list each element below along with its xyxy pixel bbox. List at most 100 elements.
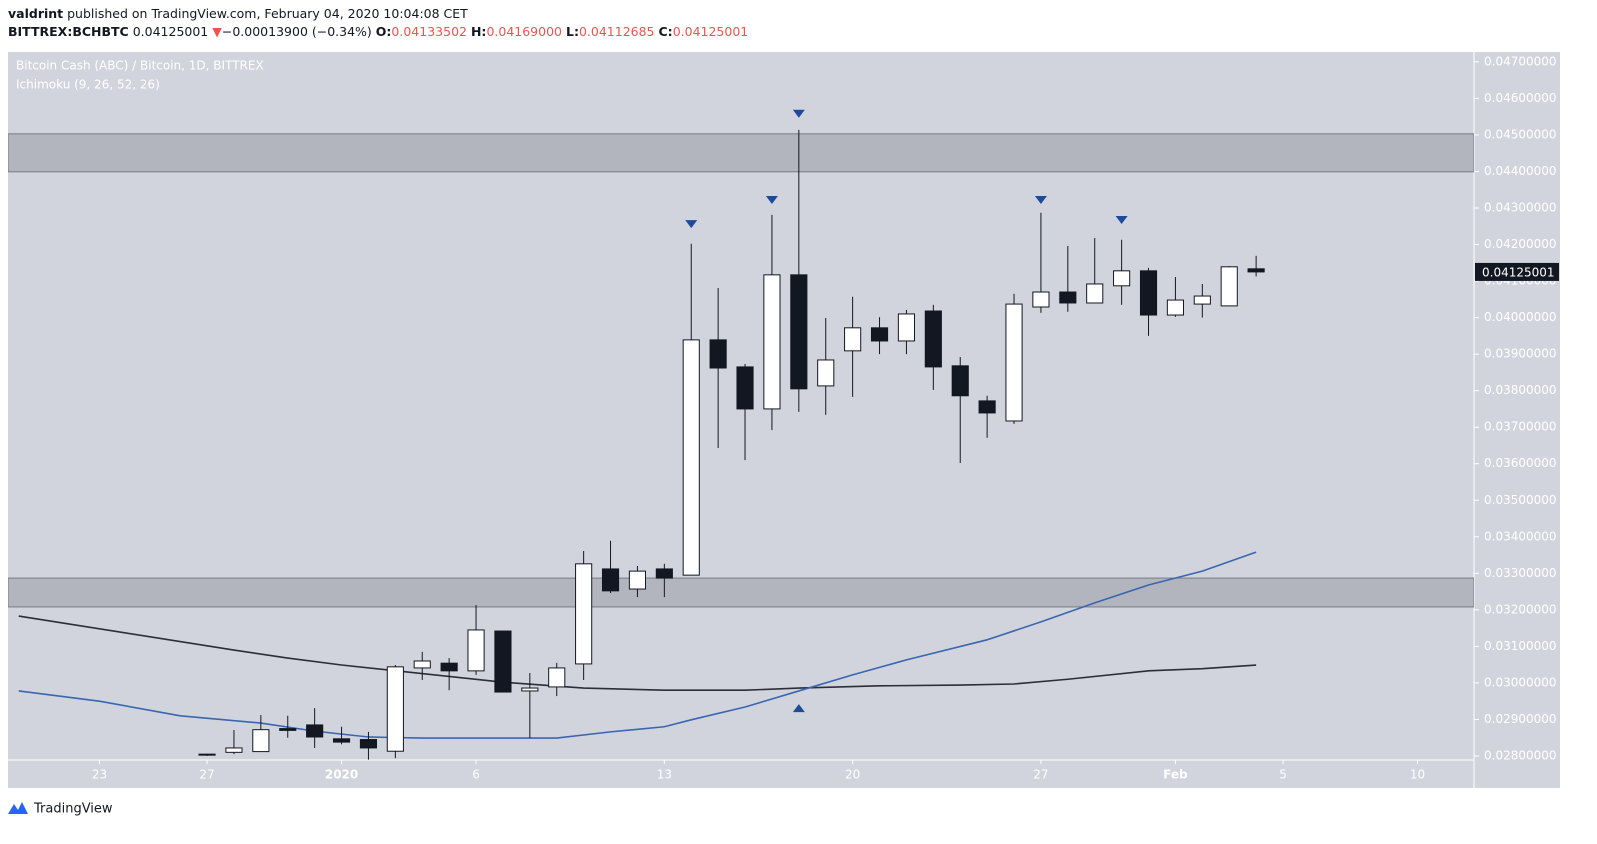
low: 0.04112685 bbox=[578, 24, 655, 39]
y-tick-label: 0.02900000 bbox=[1484, 712, 1557, 726]
chart: Bitcoin Cash (ABC) / Bitcoin, 1D, BITTRE… bbox=[8, 52, 1560, 788]
indicator-line bbox=[18, 551, 1257, 739]
candle-body bbox=[763, 274, 781, 410]
candle-body bbox=[413, 660, 431, 669]
x-tick-label: 5 bbox=[1279, 768, 1287, 782]
marker bbox=[765, 195, 778, 204]
change: −0.00013900 (−0.34%) bbox=[221, 24, 372, 39]
y-tick-label: 0.04500000 bbox=[1484, 127, 1557, 141]
candle-body bbox=[951, 365, 969, 397]
indicator-label: Ichimoku (9, 26, 52, 26) bbox=[16, 78, 160, 92]
candle-body bbox=[897, 313, 915, 342]
y-tick-label: 0.04200000 bbox=[1484, 237, 1557, 251]
candle-body bbox=[1005, 303, 1023, 422]
h-label: H: bbox=[470, 24, 487, 39]
candle-body bbox=[601, 568, 620, 592]
candle-body bbox=[521, 687, 539, 692]
candle-body bbox=[1193, 295, 1211, 305]
candle-body bbox=[870, 327, 889, 342]
y-tick-label: 0.03500000 bbox=[1484, 493, 1557, 507]
marker bbox=[685, 220, 698, 229]
candle-body bbox=[198, 753, 216, 756]
y-tick-label: 0.04000000 bbox=[1484, 310, 1557, 324]
x-tick-label: 13 bbox=[657, 768, 672, 782]
candle-body bbox=[682, 339, 700, 576]
brand: TradingView bbox=[33, 802, 113, 817]
candle-body bbox=[467, 629, 485, 672]
y-tick-label: 0.03800000 bbox=[1484, 383, 1557, 397]
close: 0.04125001 bbox=[672, 24, 749, 39]
author: valdrint bbox=[8, 6, 64, 21]
x-tick-label: 6 bbox=[472, 768, 480, 782]
candle-body bbox=[817, 359, 835, 387]
symbol: BITTREX:BCHBTC bbox=[8, 24, 129, 39]
x-tick-label: Feb bbox=[1163, 768, 1188, 782]
l-label: L: bbox=[565, 24, 579, 39]
candle-body bbox=[386, 666, 404, 752]
marker bbox=[792, 109, 805, 118]
candle-body bbox=[978, 400, 996, 414]
y-tick-label: 0.03300000 bbox=[1484, 566, 1557, 580]
marker bbox=[1115, 216, 1128, 225]
y-tick-label: 0.04400000 bbox=[1484, 164, 1557, 178]
candle-body bbox=[306, 724, 324, 738]
candle-body bbox=[1059, 291, 1077, 304]
time-axis bbox=[8, 760, 1474, 788]
x-tick-label: 23 bbox=[92, 768, 107, 782]
chart-title: Bitcoin Cash (ABC) / Bitcoin, 1D, BITTRE… bbox=[16, 59, 264, 73]
marker bbox=[792, 704, 805, 713]
header-line: valdrint published on TradingView.com, F… bbox=[8, 6, 468, 21]
y-tick-label: 0.03700000 bbox=[1484, 420, 1557, 434]
candle-body bbox=[709, 339, 727, 369]
y-tick-label: 0.03100000 bbox=[1484, 639, 1557, 653]
candle-body bbox=[494, 630, 512, 693]
marker bbox=[1034, 195, 1047, 204]
candle-body bbox=[1247, 268, 1265, 273]
published: published on TradingView.com, February 0… bbox=[67, 6, 468, 21]
last: 0.04125001 bbox=[132, 24, 209, 39]
candle-body bbox=[736, 366, 754, 410]
zone bbox=[8, 133, 1474, 173]
candle-body bbox=[790, 274, 808, 390]
candle-body bbox=[1220, 266, 1238, 307]
o-label: O: bbox=[375, 24, 392, 39]
candle-body bbox=[252, 729, 270, 753]
y-tick-label: 0.04600000 bbox=[1484, 91, 1557, 105]
high: 0.04169000 bbox=[486, 24, 562, 39]
price-label-box bbox=[1475, 262, 1559, 281]
candle-body bbox=[440, 662, 458, 672]
candle-body bbox=[1139, 270, 1158, 316]
x-tick-label: 27 bbox=[199, 768, 214, 782]
candle-body bbox=[1086, 283, 1104, 304]
open: 0.04133502 bbox=[391, 24, 467, 39]
candle-body bbox=[575, 563, 593, 665]
y-tick-label: 0.03900000 bbox=[1484, 347, 1557, 361]
y-tick-label: 0.04300000 bbox=[1484, 200, 1557, 214]
price-axis bbox=[1474, 52, 1560, 788]
y-tick-label: 0.02800000 bbox=[1484, 748, 1557, 762]
candle-body bbox=[844, 327, 862, 352]
y-tick-label: 0.03600000 bbox=[1484, 456, 1557, 470]
y-tick-label: 0.03200000 bbox=[1484, 602, 1557, 616]
y-tick-label: 0.04700000 bbox=[1484, 54, 1557, 68]
candle-body bbox=[279, 728, 297, 731]
logo-icon bbox=[8, 802, 28, 814]
x-tick-label: 2020 bbox=[325, 768, 358, 782]
candle-body bbox=[548, 667, 566, 688]
x-tick-label: 27 bbox=[1033, 768, 1048, 782]
indicator-line bbox=[18, 615, 1257, 692]
y-tick-label: 0.03400000 bbox=[1484, 529, 1557, 543]
y-tick-label: 0.03000000 bbox=[1484, 675, 1557, 689]
candle-body bbox=[1113, 270, 1131, 287]
brand-logo: TradingView bbox=[8, 802, 113, 817]
candle-body bbox=[628, 570, 647, 590]
candle-body bbox=[655, 568, 673, 579]
candle-body bbox=[332, 738, 351, 743]
arrow: ▼ bbox=[212, 24, 222, 39]
candle-body bbox=[1166, 299, 1184, 316]
zone bbox=[8, 577, 1474, 608]
x-tick-label: 20 bbox=[845, 768, 860, 782]
candle-body bbox=[359, 739, 378, 749]
price-label: 0.04125001 bbox=[1482, 265, 1555, 279]
